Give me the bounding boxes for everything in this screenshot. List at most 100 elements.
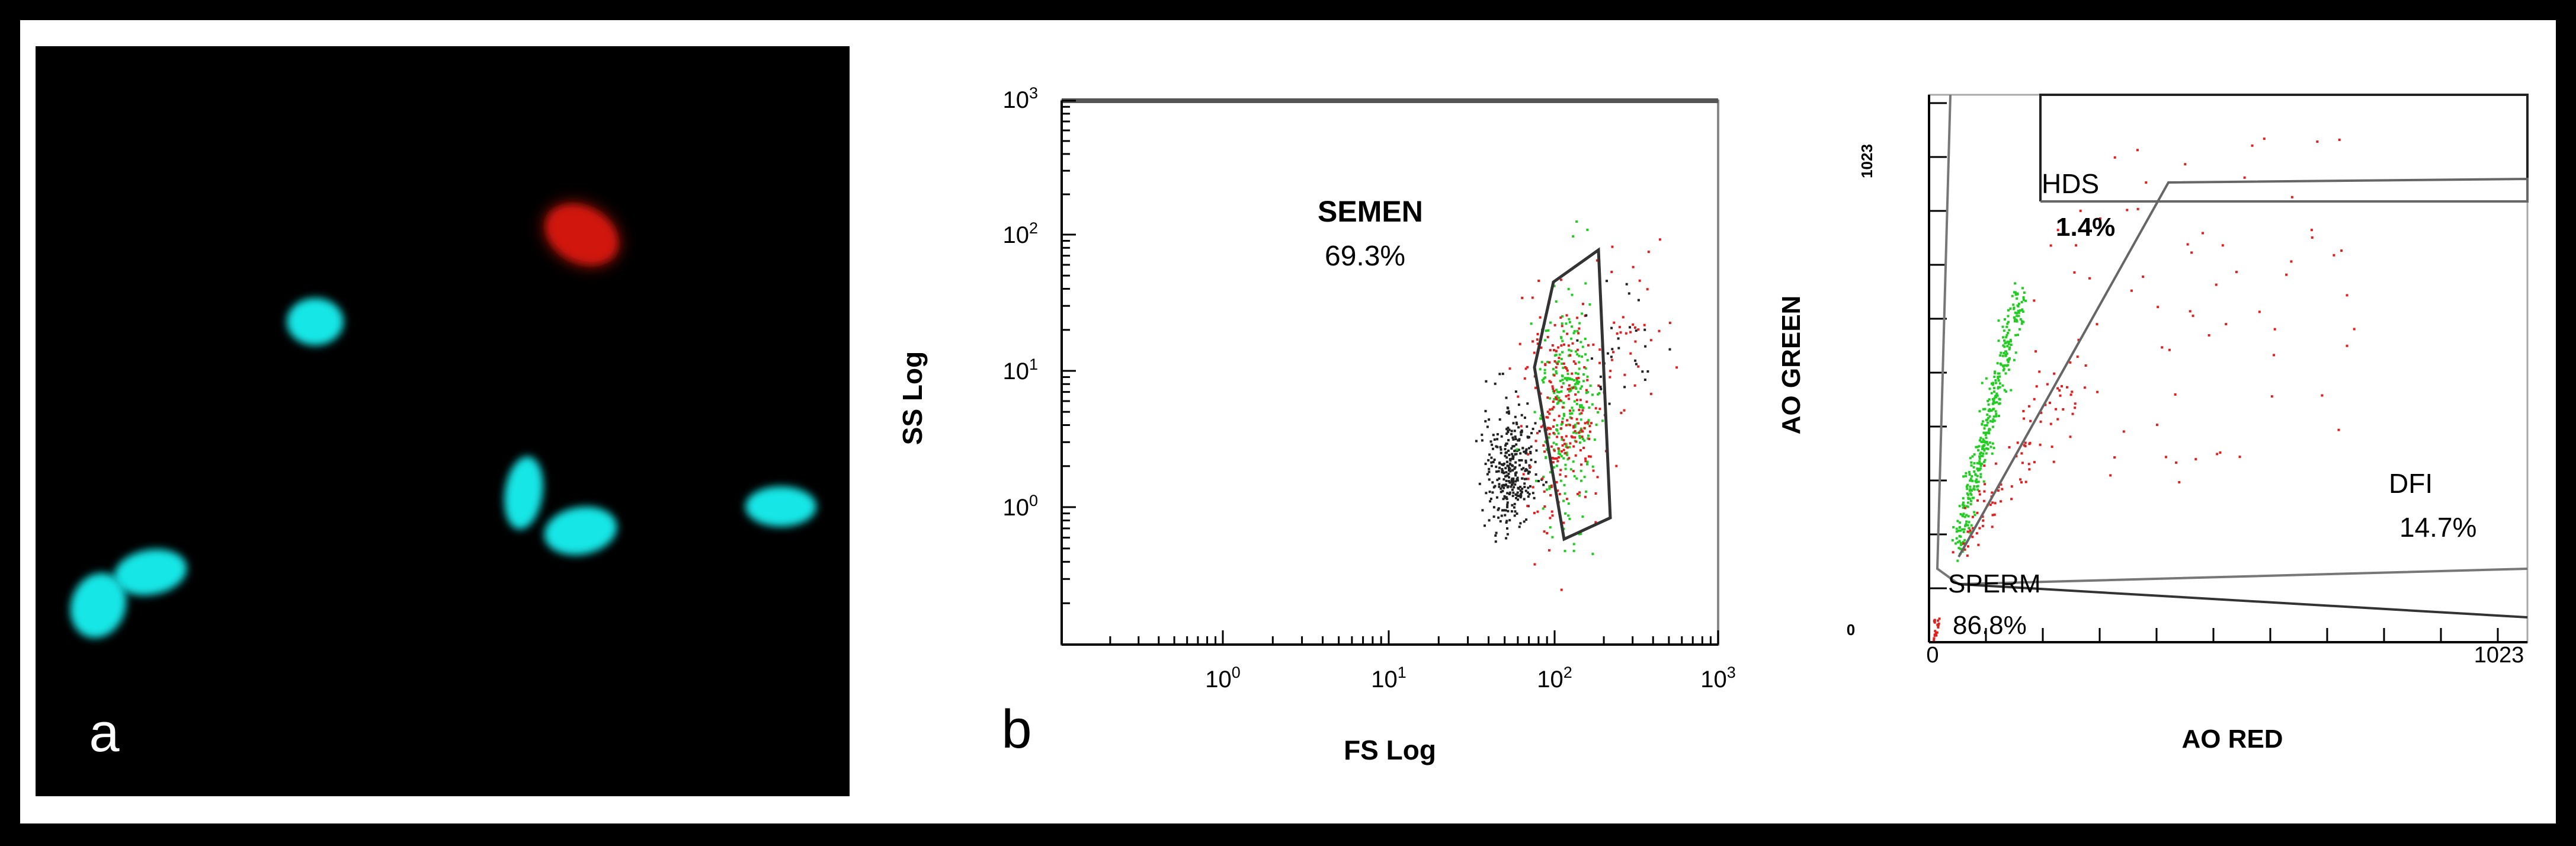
event-dot (1533, 511, 1536, 514)
plot2-events (1933, 137, 2356, 642)
event-dot (1569, 412, 1572, 415)
event-dot (1992, 382, 1995, 384)
event-dot (1585, 389, 1588, 392)
event-dot (1557, 452, 1560, 455)
event-dot (1547, 329, 1550, 332)
event-dot (2021, 320, 2023, 323)
event-dot (1572, 426, 1575, 429)
event-dot (1488, 467, 1491, 470)
event-dot (1591, 553, 1594, 555)
event-dot (1576, 330, 1579, 332)
event-dot (2178, 481, 2181, 483)
event-dot (2071, 412, 2074, 415)
event-dot (1556, 489, 1559, 492)
event-dot (1552, 461, 1555, 464)
event-dot (1513, 502, 1516, 505)
event-dot (1489, 498, 1492, 500)
event-dot (1512, 422, 1515, 425)
event-dot (1511, 445, 1514, 448)
event-dot (1495, 445, 1498, 448)
event-dot (1551, 385, 1554, 388)
event-dot (1976, 488, 1979, 491)
event-dot (1530, 459, 1533, 462)
event-dot (1520, 493, 1523, 495)
event-dot (1555, 443, 1558, 446)
event-dot (1550, 484, 1553, 487)
event-dot (1555, 428, 1558, 431)
event-dot (1581, 345, 1584, 348)
event-dot (1644, 345, 1647, 348)
event-dot (1641, 370, 1644, 373)
event-dot (1995, 396, 1998, 399)
event-dot (1998, 375, 2001, 378)
y-tick-label: 103 (1002, 84, 1038, 113)
event-dot (1571, 372, 1574, 375)
event-dot (1585, 392, 1588, 394)
event-dot (1514, 472, 1517, 475)
event-dot (1571, 293, 1574, 296)
event-dot (1979, 467, 1982, 470)
event-dot (1518, 494, 1521, 497)
event-dot (1520, 431, 1523, 434)
event-dot (1591, 393, 1594, 396)
event-dot (1646, 288, 1649, 291)
event-dot (1983, 449, 1986, 452)
event-dot (1543, 368, 1546, 371)
event-dot (2003, 339, 2005, 342)
event-dot (1578, 361, 1581, 364)
event-dot (1632, 265, 1635, 268)
event-dot (1565, 453, 1568, 456)
event-dot (1567, 287, 1570, 290)
event-dot (1502, 486, 1505, 489)
plot2-ticks (1928, 102, 2499, 643)
event-dot (1578, 354, 1581, 357)
event-dot (2122, 430, 2125, 433)
event-dot (1516, 491, 1519, 494)
event-dot (1576, 492, 1579, 495)
event-dot (1973, 514, 1976, 517)
event-dot (1936, 623, 1939, 626)
event-dot (1503, 462, 1505, 465)
event-dot (1595, 424, 1598, 426)
event-dot (1969, 478, 1972, 480)
event-dot (1574, 371, 1577, 374)
event-dot (2174, 393, 2177, 396)
event-dot (2083, 386, 2086, 389)
event-dot (1568, 390, 1571, 393)
event-dot (2346, 344, 2348, 347)
event-dot (1579, 427, 1582, 430)
event-dot (1569, 354, 1572, 357)
event-dot (1542, 476, 1545, 478)
event-dot (2027, 463, 2030, 466)
event-dot (1565, 322, 1568, 325)
event-dot (1561, 362, 1563, 365)
event-dot (1563, 343, 1565, 346)
event-dot (1559, 427, 1562, 430)
event-dot (2008, 329, 2011, 332)
panel-letter-b: b (1001, 699, 1031, 760)
event-dot (1592, 469, 1595, 472)
event-dot (1579, 469, 1582, 472)
event-dot (1549, 427, 1552, 430)
event-dot (1495, 531, 1498, 534)
event-dot (1964, 524, 1966, 527)
x-tick-label: 101 (1371, 664, 1406, 693)
event-dot (1498, 485, 1501, 488)
event-dot (1965, 485, 1968, 488)
event-dot (1586, 228, 1589, 231)
event-dot (2130, 289, 2133, 292)
event-dot (2069, 361, 2072, 364)
event-dot (1977, 449, 1980, 452)
event-dot (2006, 341, 2009, 343)
event-dot (1562, 366, 1565, 369)
event-dot (2113, 156, 2116, 159)
red-nucleus (542, 201, 621, 268)
event-dot (1508, 481, 1511, 484)
event-dot (1965, 505, 1968, 508)
event-dot (1584, 282, 1587, 285)
event-dot (2005, 364, 2008, 367)
event-dot (1533, 351, 1536, 354)
hds-gate-percent: 1.4% (2056, 213, 2115, 242)
event-dot (1555, 481, 1558, 483)
event-dot (1991, 514, 1994, 517)
